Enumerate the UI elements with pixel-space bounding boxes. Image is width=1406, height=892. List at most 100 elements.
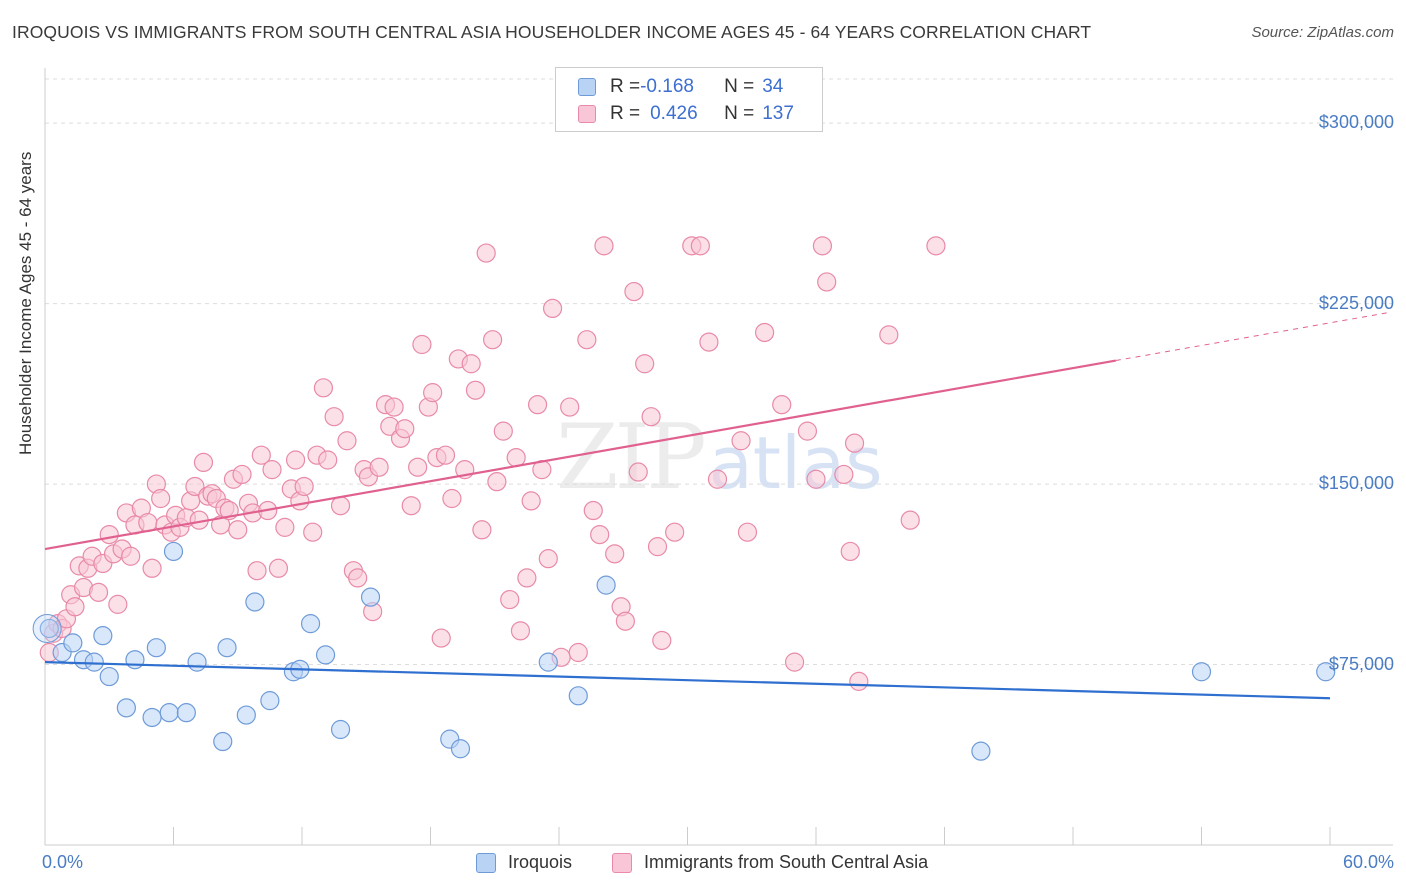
iroquois-point [245, 592, 265, 612]
legend-r-value: -0.168 [640, 76, 694, 97]
immigrants-point [772, 395, 792, 415]
immigrants-point [844, 433, 865, 453]
series-name-iroquois: Iroquois [508, 852, 573, 872]
immigrants-point [268, 558, 289, 578]
iroquois-point [176, 703, 196, 723]
trend-line-dashed [1115, 311, 1390, 362]
legend-swatch-iroquois [578, 78, 596, 96]
immigrants-point [665, 522, 685, 542]
iroquois-point [63, 633, 83, 653]
series-swatch-immigrants [612, 852, 632, 873]
immigrants-point [408, 457, 428, 477]
immigrants-point [707, 469, 728, 489]
legend-n-value: 137 [762, 103, 794, 124]
immigrants-point [232, 464, 252, 485]
legend-n-label: N = [724, 76, 755, 97]
iroquois-point [568, 686, 588, 706]
iroquois-point [300, 614, 321, 634]
y-tick-label: $150,000 [1318, 473, 1394, 494]
legend-n-value: 34 [762, 76, 784, 97]
iroquois-point [116, 698, 136, 718]
axes [44, 68, 1393, 846]
immigrants-point [294, 476, 314, 497]
immigrants-point [879, 325, 899, 345]
iroquois-point [159, 703, 179, 723]
immigrants-point [472, 520, 492, 540]
immigrants-point [560, 397, 580, 417]
immigrants-point [461, 354, 481, 374]
iroquois-point [1316, 662, 1336, 682]
immigrants-point [568, 642, 588, 663]
immigrants-point [193, 452, 214, 473]
immigrants-point [538, 549, 558, 569]
immigrants-point [624, 281, 644, 302]
immigrants-point [806, 469, 826, 489]
immigrants-point [605, 544, 625, 564]
legend-r-label: R = [610, 76, 641, 97]
iroquois-point [146, 638, 166, 658]
immigrants-point [121, 546, 141, 566]
immigrants-point [641, 407, 661, 427]
immigrants-point [510, 621, 531, 641]
immigrants-point [151, 488, 171, 509]
iroquois-point [93, 626, 113, 646]
y-tick-label: $225,000 [1318, 292, 1394, 313]
immigrants-point [647, 537, 668, 557]
immigrants-point [337, 431, 357, 451]
series-name-immigrants: Immigrants from South Central Asia [644, 852, 929, 872]
trend-lines [44, 311, 1390, 700]
iroquois-point [213, 731, 233, 752]
immigrants-point [142, 558, 162, 578]
iroquois-point [39, 618, 59, 639]
immigrants-point [483, 330, 503, 350]
immigrants-point [435, 445, 456, 465]
immigrants-point [527, 395, 548, 415]
iroquois-point [142, 707, 162, 728]
correlation-legend: R = -0.168 N = 34 R = 0.426 N = 137 [555, 67, 823, 132]
immigrants-point [275, 517, 295, 537]
immigrants-point [926, 236, 946, 256]
trend-line-solid [44, 661, 1331, 700]
series-legend-iroquois[interactable]: Iroquois [476, 852, 572, 873]
immigrants-point [628, 462, 648, 482]
y-axis-label: Householder Income Ages 45 - 64 years [16, 151, 35, 455]
immigrants-point [65, 597, 85, 617]
immigrants-point [652, 630, 672, 651]
iroquois-point [84, 652, 104, 672]
immigrants-point [401, 496, 421, 516]
immigrants-point [487, 472, 507, 492]
chart-title: IROQUOIS VS IMMIGRANTS FROM SOUTH CENTRA… [12, 22, 1092, 42]
iroquois-point [163, 541, 184, 562]
immigrants-point [521, 491, 541, 511]
immigrants-point [517, 568, 537, 588]
immigrants-point [285, 450, 306, 470]
iroquois-point [971, 741, 991, 761]
iroquois-points [32, 541, 1336, 761]
immigrants-point [797, 421, 818, 441]
source-label: Source: ZipAtlas.com [1251, 24, 1394, 41]
series-legend-immigrants[interactable]: Immigrants from South Central Asia [612, 852, 928, 873]
immigrants-point [476, 243, 496, 263]
watermark-zip: ZIP [556, 405, 707, 510]
x-tick-label-min: 0.0% [42, 852, 84, 872]
immigrants-point [108, 594, 128, 614]
immigrants-point [731, 431, 751, 451]
iroquois-point [187, 652, 207, 672]
iroquois-point [1191, 662, 1212, 682]
immigrants-point [465, 380, 486, 400]
iroquois-point [315, 645, 336, 665]
iroquois-point [330, 719, 351, 740]
immigrants-point [412, 334, 432, 355]
immigrants-point [303, 522, 323, 542]
immigrants-point [737, 522, 758, 542]
series-legend: Iroquois Immigrants from South Central A… [0, 852, 1406, 876]
immigrants-point [431, 628, 451, 648]
immigrants-point [635, 354, 655, 374]
immigrants-point [185, 476, 205, 497]
legend-swatch-immigrants [578, 105, 596, 123]
immigrants-point [834, 464, 854, 485]
legend-r-value: 0.426 [650, 103, 698, 124]
immigrants-point [615, 611, 635, 631]
immigrants-point [812, 236, 833, 256]
